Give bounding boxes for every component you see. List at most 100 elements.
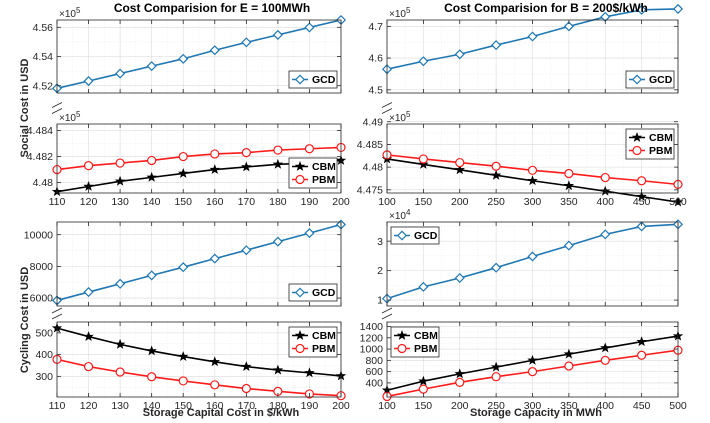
chart1-lower-series-pbm-point [273, 145, 283, 155]
chart4-lower-x-tick-label: 150 [415, 400, 433, 412]
chart3-lower-series-pbm-point [241, 383, 251, 394]
chart4-lower-series-pbm-point [564, 361, 574, 371]
chart4-upper-y-tick-label: 1 [377, 295, 383, 307]
chart3-lower-x-tick-label: 150 [174, 400, 192, 412]
chart4-upper-exponent-label: ×104 [389, 208, 411, 222]
chart1-lower-x-tick-label: 130 [111, 196, 129, 208]
chart1-upper-legend-box [288, 70, 338, 89]
chart3-lower-x-tick-label: 120 [80, 400, 98, 412]
chart4-lower-series-cbm-point [490, 361, 502, 372]
chart4-lower-y-tick-label: 1400 [360, 321, 384, 333]
chart3-lower-series-pbm-point [83, 361, 94, 372]
chart1-upper-y-tick-label: 4.54 [33, 51, 54, 63]
chart2-lower-legend-label-cbm: CBM [649, 132, 673, 144]
chart2-axis-break-mark [381, 108, 393, 114]
chart3-lower-series-pbm-point [147, 372, 157, 382]
chart3-upper-series-gcd-point [83, 287, 94, 298]
chart1-lower-x-tick-label: 110 [49, 196, 66, 208]
bottom-y-axis-label: Cycling Cost in USD [19, 267, 31, 373]
chart2-upper-legend-label-gcd: GCD [649, 74, 673, 86]
chart2-upper-y-tick-label: 4.6 [368, 53, 383, 65]
chart1-lower-x-tick-label: 170 [238, 196, 256, 208]
chart4-lower-y-tick-label: 1000 [360, 344, 384, 356]
chart3-lower-series-cbm-point [272, 364, 284, 375]
chart3-upper-series-gcd-point [115, 278, 126, 289]
chart3-lower-series-pbm-line [56, 358, 342, 397]
chart1-lower-series-cbm-point [209, 164, 220, 174]
chart2-lower-series-cbm-point [636, 191, 647, 202]
chart4-lower-x-tick-label: 350 [560, 400, 578, 412]
chart4-lower-series-cbm-point [454, 368, 465, 379]
chart1-upper-series-gcd-point [83, 75, 94, 87]
top-y-axis-label: Social Cost in USD [19, 58, 31, 157]
chart1-lower-x-tick-label: 140 [143, 196, 161, 208]
chart2-upper-legend-box [625, 70, 675, 89]
chart2-lower-series-pbm-point [491, 161, 501, 171]
chart1-upper-series-gcd-point [241, 37, 252, 48]
chart3-lower-series-cbm-point [83, 331, 94, 341]
chart1-lower-legend-box [288, 157, 338, 189]
chart1-lower-exponent-label: ×105 [59, 110, 81, 124]
chart4-lower-x-tick-label: 200 [451, 400, 469, 412]
chart3-lower-x-tick-label: 140 [143, 400, 161, 412]
chart1-axis-break-gap [51, 104, 63, 113]
chart4-lower-series-pbm-point [491, 372, 501, 382]
chart3-lower-axes-box [56, 321, 342, 398]
chart4-upper-series-gcd-point [527, 251, 538, 262]
chart2-lower-legend-label-pbm: PBM [649, 145, 673, 157]
chart3-lower-x-tick-label: 180 [269, 400, 287, 412]
chart1-axis-break-mark [51, 108, 63, 114]
chart2-upper-series-gcd-point [491, 40, 502, 51]
chart3-lower-series-cbm-point [146, 345, 157, 356]
chart4-axis-break-gap [381, 310, 393, 318]
chart1-upper-exponent-label: ×105 [59, 6, 81, 20]
chart1-lower-series-cbm-point [146, 171, 157, 182]
chart2-lower-series-cbm-point [527, 175, 538, 186]
chart3-upper-series-gcd-line [56, 223, 342, 302]
chart3-upper-series-gcd-point [272, 236, 283, 247]
chart4-lower-legend-marker-pbm [397, 343, 407, 354]
chart4-upper-y-tick-label: 3 [377, 236, 383, 248]
chart4-lower-x-tick-label: 250 [487, 400, 505, 412]
chart2-upper-series-gcd-point [672, 3, 684, 14]
chart3-lower-x-tick-label: 170 [238, 400, 256, 412]
chart3-lower-x-tick-label: 110 [49, 400, 66, 412]
chart3-lower-series-cbm-point [304, 367, 315, 378]
chart1-upper-y-tick-label: 4.56 [33, 22, 54, 34]
chart4-lower-legend-label-pbm: PBM [414, 343, 438, 355]
chart4-upper-series-gcd-point [454, 272, 465, 284]
chart1-upper-series-gcd-point [115, 68, 126, 79]
chart4-upper-legend-label-gcd: GCD [414, 230, 438, 242]
chart4-lower-legend-box [390, 326, 440, 358]
chart4-lower-y-tick-label: 400 [365, 378, 383, 390]
chart4-upper-series-gcd-point [491, 262, 502, 273]
chart3-lower-x-tick-label: 200 [332, 400, 350, 412]
chart4-upper-series-gcd-point [636, 221, 647, 232]
chart2-lower-y-tick-label: 4.49 [363, 116, 384, 128]
chart3-upper-series-gcd-point [209, 253, 220, 264]
chart1-lower-series-pbm-point [147, 155, 157, 166]
chart1-lower-x-tick-label: 120 [80, 196, 98, 208]
chart3-axis-break-mark [51, 307, 63, 314]
chart1-upper-series-gcd-point [178, 53, 189, 64]
chart1-upper-series-gcd-point [304, 22, 315, 33]
chart2-upper-exponent-label: ×105 [389, 6, 411, 20]
chart3-upper-series-gcd-point [146, 270, 157, 281]
chart4-lower-x-tick-label: 450 [633, 400, 651, 412]
chart1-lower-series-pbm-point [115, 158, 125, 168]
chart3-upper-axes-box [56, 221, 342, 307]
chart3-lower-legend-marker-pbm [295, 343, 305, 354]
chart3-upper-legend-marker-gcd [294, 287, 306, 298]
chart1-lower-legend-marker-pbm [295, 174, 305, 185]
chart4-axis-break-mark [381, 307, 393, 314]
chart1-lower-series-cbm-point [114, 175, 126, 186]
right-x-axis-label: Storage Capacity in MWh [470, 407, 602, 419]
chart3-axis-break-gap [51, 310, 63, 318]
chart4-lower-x-tick-label: 300 [524, 400, 542, 412]
chart3-upper-y-tick-label: 6000 [30, 293, 54, 305]
chart3-upper-legend-box [288, 283, 338, 302]
chart1-upper-series-gcd-point [272, 29, 283, 40]
chart1-upper-y-tick-label: 4.52 [33, 80, 54, 92]
chart2-lower-x-tick-label: 350 [560, 196, 578, 208]
